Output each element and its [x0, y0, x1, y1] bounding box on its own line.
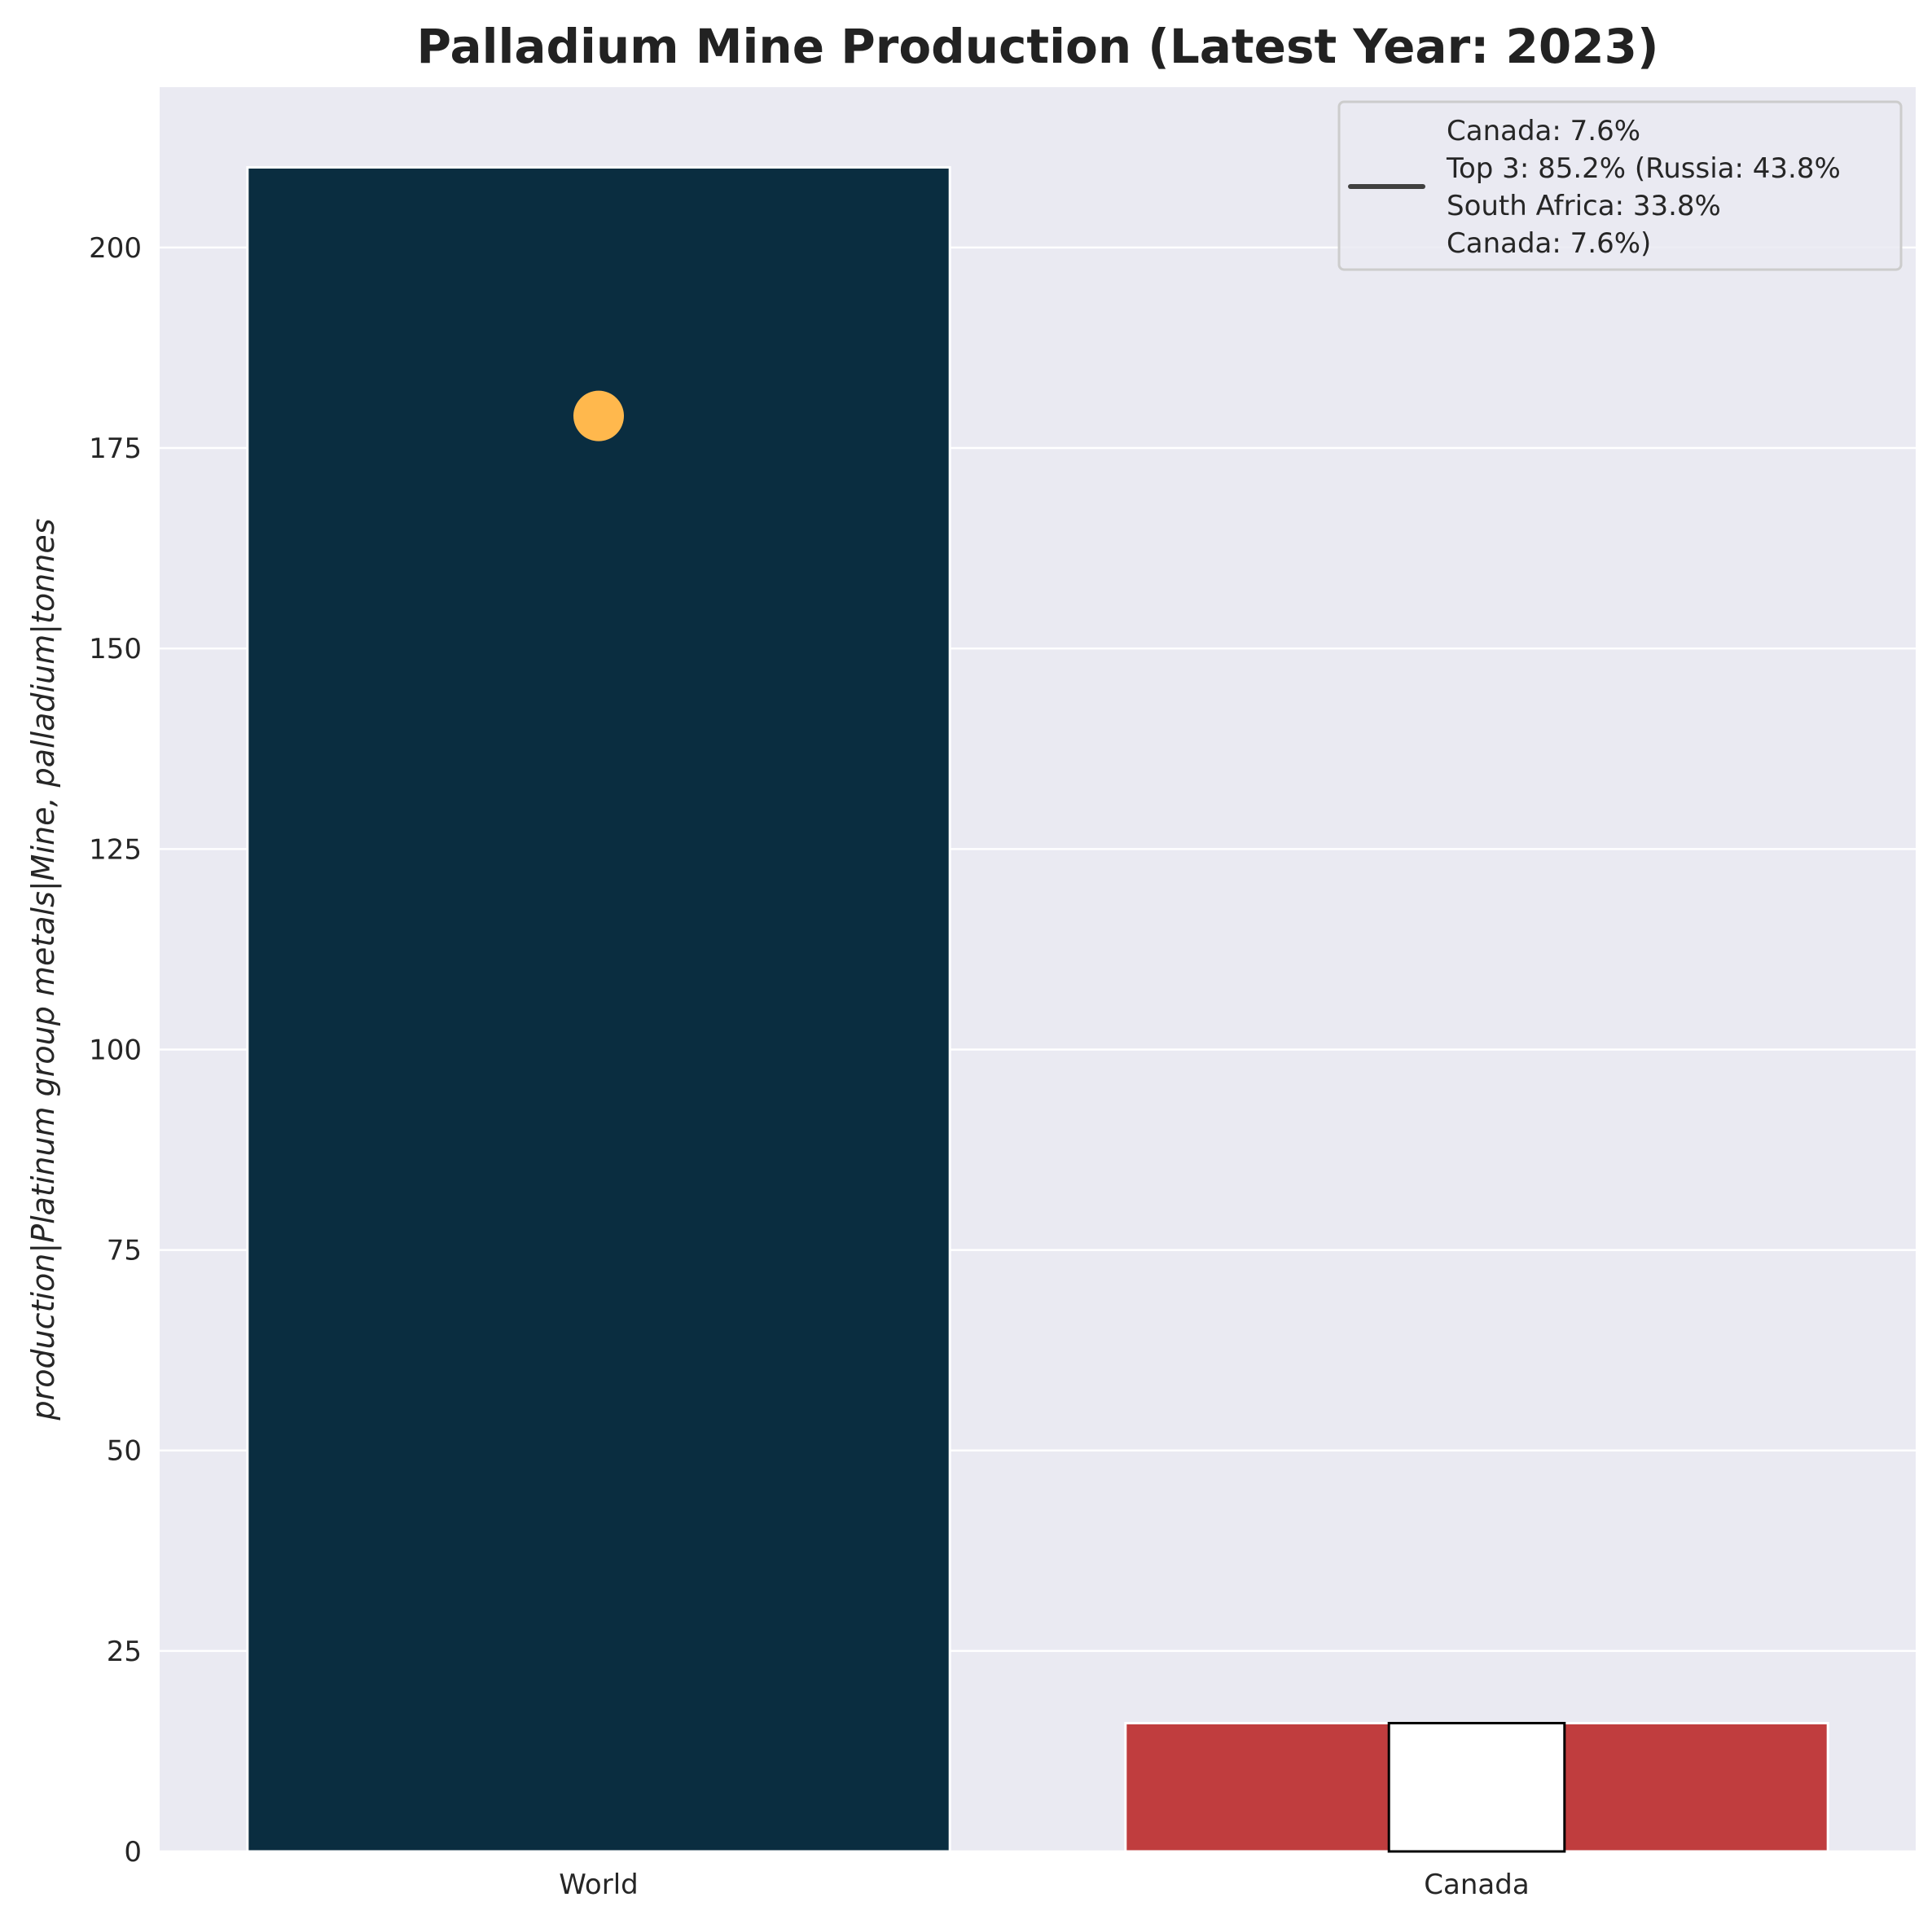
- y-tick-label: 125: [89, 833, 142, 866]
- x-tick-labels: World Canada: [559, 1869, 1529, 1901]
- y-tick-labels: 0 25 50 75 100 125 150 175 200: [89, 232, 142, 1869]
- legend-line-1: Canada: 7.6%: [1447, 115, 1640, 147]
- y-tick-label: 0: [124, 1836, 142, 1869]
- y-axis-label: production|Platinum group metals|Mine, p…: [25, 518, 62, 1421]
- chart-title: Palladium Mine Production (Latest Year: …: [417, 19, 1659, 74]
- x-tick-label-world: World: [559, 1869, 638, 1901]
- y-tick-label: 25: [107, 1636, 142, 1668]
- marker-point: [573, 390, 624, 441]
- y-tick-label: 50: [107, 1435, 142, 1468]
- legend-line-2: Top 3: 85.2% (Russia: 43.8%: [1446, 152, 1841, 185]
- x-tick-label-canada: Canada: [1424, 1869, 1529, 1901]
- inset-box-canada: [1387, 1721, 1566, 1853]
- overlays: [573, 390, 1566, 1853]
- legend: Canada: 7.6% Top 3: 85.2% (Russia: 43.8%…: [1337, 100, 1903, 271]
- y-tick-label: 150: [89, 633, 142, 665]
- legend-line-3: South Africa: 33.8%: [1447, 190, 1721, 222]
- bar-world: [246, 165, 951, 1853]
- y-tick-label: 175: [89, 433, 142, 465]
- legend-line-4: Canada: 7.6%): [1447, 227, 1651, 260]
- y-tick-label: 75: [107, 1235, 142, 1267]
- y-tick-label: 200: [89, 232, 142, 265]
- y-tick-label: 100: [89, 1034, 142, 1066]
- legend-box: [1337, 100, 1903, 271]
